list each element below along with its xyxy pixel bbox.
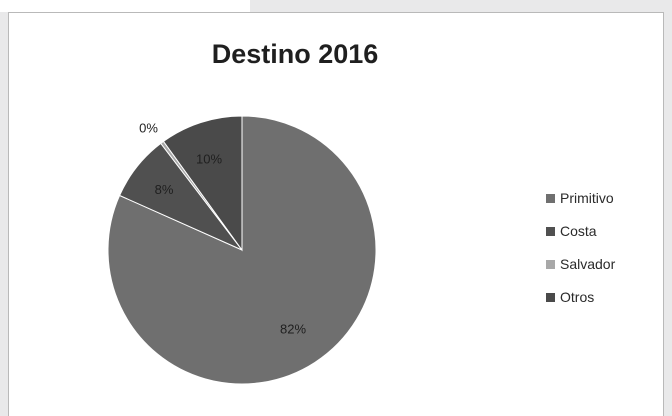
legend-label-salvador: Salvador bbox=[560, 256, 616, 272]
legend-label-costa: Costa bbox=[560, 223, 597, 239]
data-label-otros: 10% bbox=[196, 151, 222, 166]
legend-label-primitivo: Primitivo bbox=[560, 190, 614, 206]
legend-swatch-primitivo bbox=[546, 194, 555, 203]
top-white-strip bbox=[0, 0, 250, 12]
data-label-salvador: 0% bbox=[139, 120, 158, 135]
data-label-costa: 8% bbox=[155, 182, 174, 197]
data-label-primitivo: 82% bbox=[280, 322, 306, 337]
legend: Primitivo Costa Salvador Otros bbox=[546, 190, 616, 305]
legend-label-otros: Otros bbox=[560, 289, 594, 305]
legend-swatch-otros bbox=[546, 293, 555, 302]
pie-slices bbox=[107, 115, 377, 385]
legend-swatch-salvador bbox=[546, 260, 555, 269]
chart-title: Destino 2016 bbox=[212, 39, 379, 69]
pie-slice-otros bbox=[162, 115, 243, 252]
legend-swatch-costa bbox=[546, 227, 555, 236]
data-labels: 82% 8% 0% 10% bbox=[139, 120, 306, 336]
